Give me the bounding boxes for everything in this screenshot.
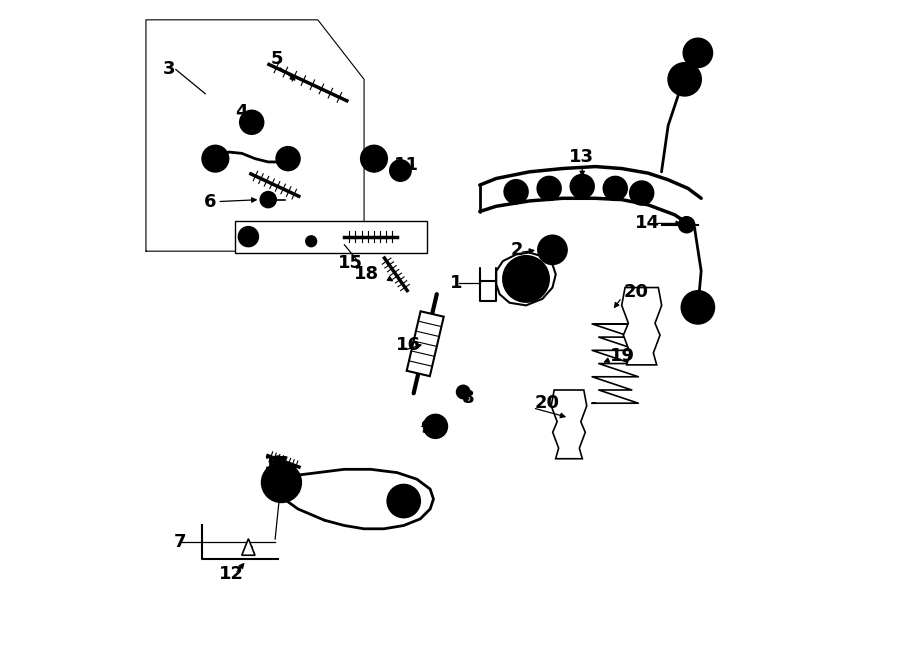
Text: 15: 15: [338, 254, 363, 272]
Circle shape: [630, 181, 653, 205]
Text: 20: 20: [535, 394, 560, 412]
Circle shape: [683, 38, 713, 67]
Text: 14: 14: [635, 214, 660, 233]
Text: 19: 19: [610, 346, 635, 365]
Circle shape: [245, 116, 258, 129]
Circle shape: [387, 485, 420, 518]
Circle shape: [260, 192, 276, 208]
Circle shape: [390, 160, 411, 181]
Text: 7: 7: [174, 533, 186, 551]
Circle shape: [668, 63, 701, 96]
Polygon shape: [622, 288, 662, 365]
Circle shape: [603, 176, 627, 200]
Polygon shape: [496, 253, 556, 305]
Circle shape: [361, 145, 387, 172]
Circle shape: [262, 463, 302, 502]
Circle shape: [424, 414, 447, 438]
Bar: [235, 221, 427, 253]
Text: 5: 5: [270, 50, 283, 69]
Circle shape: [276, 147, 300, 171]
Circle shape: [239, 110, 264, 134]
Circle shape: [238, 227, 258, 247]
Circle shape: [456, 385, 470, 399]
Polygon shape: [242, 539, 255, 555]
Circle shape: [681, 291, 715, 324]
Circle shape: [679, 217, 695, 233]
Circle shape: [429, 420, 441, 432]
Circle shape: [367, 152, 381, 165]
Text: 12: 12: [219, 564, 244, 583]
Polygon shape: [551, 390, 587, 459]
Text: 20: 20: [623, 283, 648, 301]
Text: 4: 4: [235, 103, 248, 122]
Circle shape: [306, 236, 317, 247]
Circle shape: [571, 175, 594, 198]
Text: 6: 6: [204, 192, 217, 211]
Circle shape: [537, 176, 561, 200]
Text: 16: 16: [396, 336, 421, 354]
Text: 8: 8: [462, 389, 474, 407]
Text: 2: 2: [511, 241, 523, 259]
Text: 13: 13: [569, 148, 594, 167]
Circle shape: [503, 256, 549, 302]
Circle shape: [544, 242, 561, 258]
Text: 18: 18: [354, 265, 379, 284]
Circle shape: [394, 165, 407, 176]
Circle shape: [273, 456, 284, 467]
Text: 9: 9: [420, 419, 433, 438]
Text: 17: 17: [264, 455, 289, 473]
Polygon shape: [407, 311, 444, 376]
Circle shape: [202, 145, 229, 172]
Circle shape: [504, 180, 528, 204]
Text: 1: 1: [450, 274, 463, 292]
Text: 10: 10: [363, 148, 388, 167]
Text: 11: 11: [394, 156, 418, 175]
Circle shape: [538, 235, 567, 264]
Text: 3: 3: [163, 60, 175, 79]
